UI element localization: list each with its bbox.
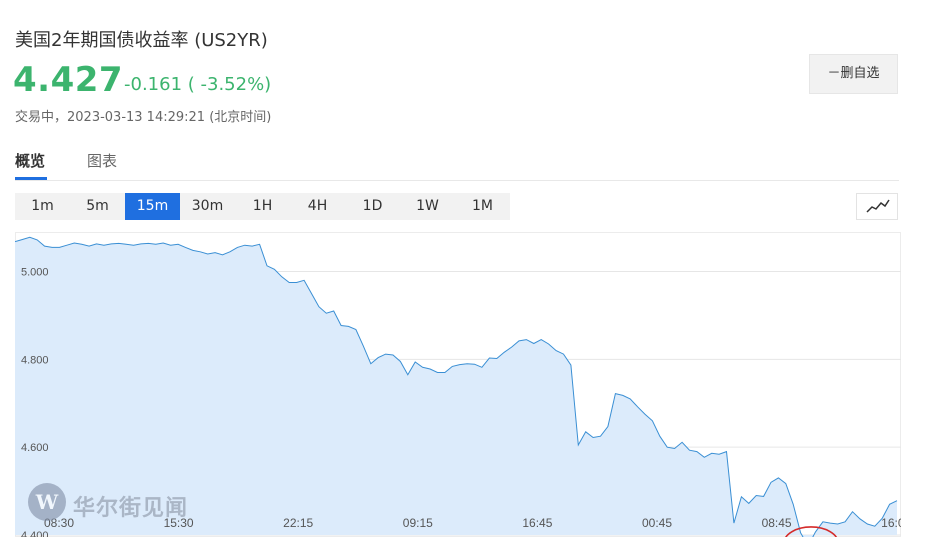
instrument-name: 美国2年期国债收益率 [15, 30, 189, 51]
line-chart-icon [866, 199, 890, 213]
area-fill [15, 237, 897, 537]
tab-bar: 概览 图表 [15, 148, 899, 181]
x-tick-label: 08:45 [762, 516, 792, 530]
y-tick-label: 4.800 [21, 354, 49, 366]
series-line [15, 236, 898, 537]
y-tick-label: 5.000 [21, 267, 49, 279]
period-5m[interactable]: 5m [86, 198, 109, 214]
period-1mo[interactable]: 1M [472, 198, 493, 214]
watermark-w-icon: W [28, 483, 66, 521]
period-1m[interactable]: 1m [31, 198, 54, 214]
active-tab-indicator [15, 177, 47, 180]
period-15m[interactable]: 15m [125, 193, 180, 220]
x-tick-label: 15:30 [164, 516, 194, 530]
remove-watchlist-button[interactable]: －删自选 [809, 54, 898, 94]
chart-type-button[interactable] [856, 193, 898, 220]
x-tick-label: 00:45 [642, 516, 672, 530]
low-point-circle [785, 526, 838, 537]
watermark-text: 华尔街见闻 [73, 495, 189, 521]
y-tick-label: 4.400 [21, 530, 49, 537]
trading-status: 交易中，2023-03-13 14:29:21 (北京时间) [15, 110, 272, 125]
x-tick-label: 16:45 [522, 516, 552, 530]
instrument-symbol: (US2YR) [194, 30, 268, 51]
period-1d[interactable]: 1D [362, 198, 383, 214]
watermark-logo: W 华尔街见闻 [27, 482, 207, 522]
x-tick-label: 22:15 [283, 516, 313, 530]
price-change: -0.161 ( -3.52%) [124, 74, 272, 95]
period-selector: 1m 5m 15m 30m 1H 4H 1D 1W 1M [15, 193, 510, 220]
current-price: 4.427 [13, 60, 124, 100]
period-30m[interactable]: 30m [191, 198, 224, 214]
x-tick-label: 16:00 [881, 516, 901, 530]
y-tick-label: 4.600 [21, 442, 49, 454]
page-title: 美国2年期国债收益率 (US2YR) [15, 26, 268, 52]
x-tick-label: 09:15 [403, 516, 433, 530]
tab-overview[interactable]: 概览 [15, 152, 46, 170]
period-4h[interactable]: 4H [307, 198, 328, 214]
period-1h[interactable]: 1H [252, 198, 273, 214]
svg-text:W: W [35, 490, 59, 514]
period-1w[interactable]: 1W [416, 198, 439, 214]
tab-chart[interactable]: 图表 [87, 152, 118, 170]
